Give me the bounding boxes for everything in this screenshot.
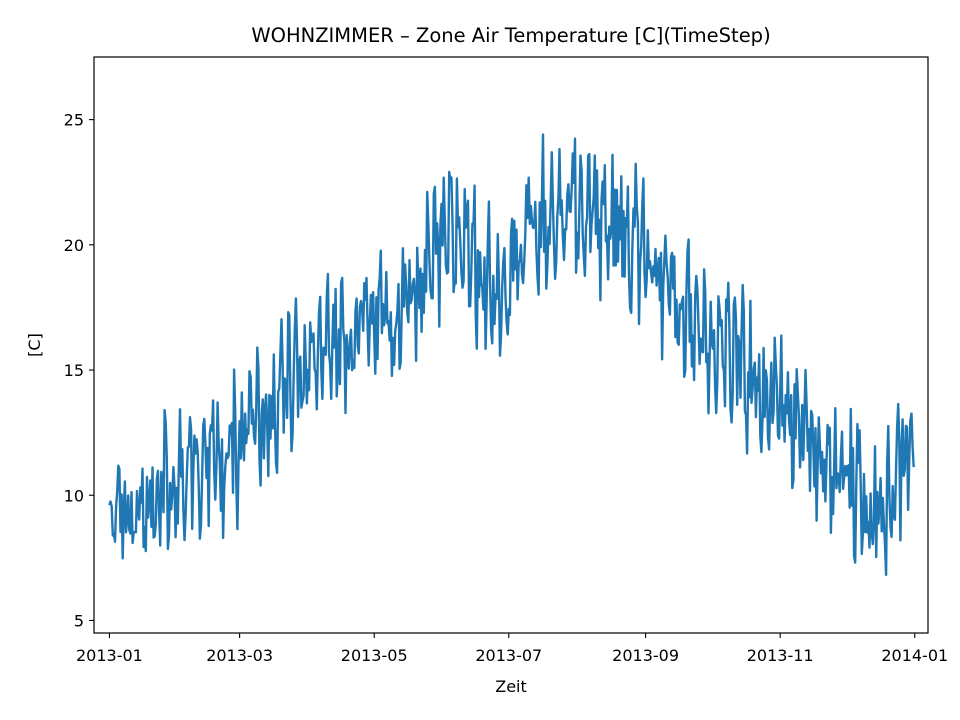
axes-frame (93, 56, 929, 634)
x-axis-label: Zeit (495, 677, 527, 696)
x-axis: 2013-01 2013-03 2013-05 2013-07 2013-09 2013-… (76, 633, 948, 665)
y-tick-label: 25 (64, 111, 84, 130)
x-tick-label: 2014-01 (881, 646, 948, 665)
y-tick-label: 15 (64, 361, 84, 380)
series-line (108, 133, 915, 576)
plot-area (93, 56, 929, 634)
x-tick-label: 2013-11 (747, 646, 814, 665)
y-tick-label: 20 (64, 236, 84, 255)
y-tick-label: 5 (74, 611, 84, 630)
y-axis: 5 10 15 20 25 (64, 111, 94, 630)
y-axis-label: [C] (25, 333, 44, 357)
x-tick-label: 2013-03 (206, 646, 273, 665)
x-tick-label: 2013-07 (475, 646, 542, 665)
y-tick-label: 10 (64, 486, 84, 505)
x-tick-label: 2013-09 (612, 646, 679, 665)
x-tick-label: 2013-01 (76, 646, 143, 665)
chart-title: WOHNZIMMER – Zone Air Temperature [C](Ti… (251, 24, 770, 47)
x-tick-label: 2013-05 (341, 646, 408, 665)
